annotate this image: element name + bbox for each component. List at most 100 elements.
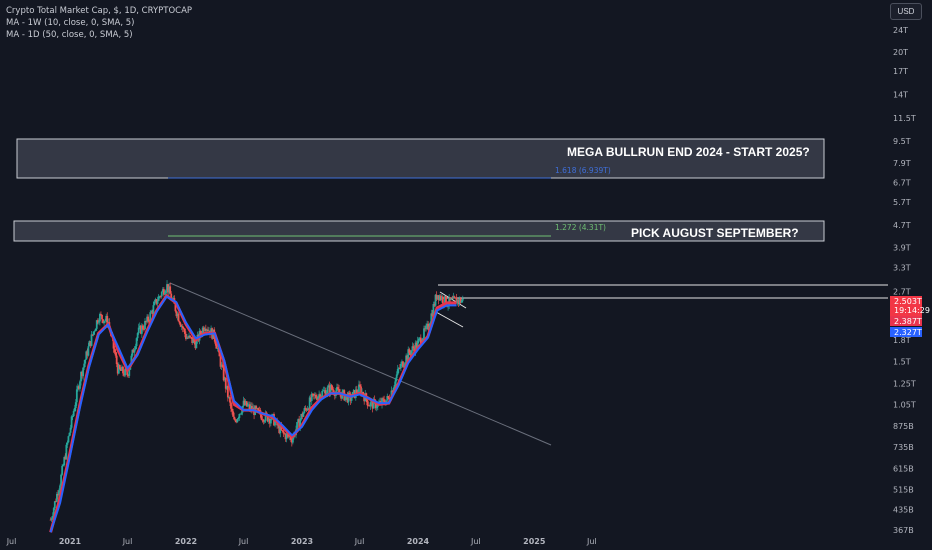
candle-body: [116, 364, 119, 374]
candle-body: [83, 363, 86, 368]
candle-body: [60, 474, 63, 486]
candle-body: [322, 390, 325, 392]
candle-body: [342, 390, 345, 392]
candle-body: [231, 408, 233, 412]
candle-body: [136, 333, 139, 339]
x-tick-label: Jul: [122, 537, 133, 546]
candle-body: [278, 424, 281, 434]
candle-body: [66, 442, 69, 445]
candle-body: [239, 413, 242, 415]
y-tick-label: 1.5T: [893, 358, 911, 367]
candle-body: [64, 457, 67, 460]
candle-body: [153, 301, 156, 306]
candle-body: [375, 406, 378, 409]
candle-body: [430, 313, 433, 323]
candle-body: [104, 320, 107, 322]
legend-title: Crypto Total Market Cap, $, 1D, CRYPTOCA…: [6, 6, 193, 16]
candle-body: [53, 501, 56, 509]
candle-body: [202, 327, 205, 331]
candle-body: [394, 378, 397, 386]
candle-body: [195, 339, 198, 349]
candle-body: [172, 298, 175, 299]
candle-body: [151, 311, 154, 315]
candle-body: [101, 314, 103, 320]
candle-body: [392, 388, 395, 393]
candle-body: [95, 320, 98, 329]
candle-body: [214, 339, 217, 344]
candle-body: [315, 394, 317, 398]
candle-body: [246, 405, 249, 407]
candle-body: [176, 313, 179, 317]
candle-body: [168, 286, 171, 293]
candle-body: [355, 389, 358, 393]
candle-body: [291, 437, 294, 443]
candle-body: [222, 367, 225, 381]
candle-body: [57, 493, 59, 496]
candle-body: [396, 368, 399, 375]
candle-body: [318, 394, 320, 397]
candle-body: [269, 419, 272, 424]
candle-body: [260, 414, 263, 420]
flag-lower-line[interactable]: [435, 311, 464, 328]
descending-trendline[interactable]: [169, 282, 552, 446]
candle-body: [152, 305, 155, 315]
x-axis[interactable]: Jul 2021 Jul 2022 Jul 2023 Jul 2024 Jul 2025 Jul: [6, 537, 597, 546]
candle-body: [121, 366, 123, 371]
candle-body: [130, 355, 133, 365]
candle-body: [181, 326, 184, 329]
candle-body: [303, 408, 306, 413]
y-axis[interactable]: 24T 20T 17T 14T 11.5T 9.5T 7.9T 6.7T 5.7T 4.7T 3.9…: [893, 26, 916, 535]
candle-body: [435, 294, 438, 300]
candle-body: [225, 385, 228, 389]
candle-body: [411, 346, 414, 351]
candle-body: [279, 425, 282, 434]
candle-body: [414, 342, 417, 353]
candle-body: [432, 304, 435, 316]
flag-upper-line[interactable]: [439, 291, 467, 309]
y-tick-label: 5.7T: [893, 198, 911, 207]
candle-body: [166, 284, 168, 291]
candle-body: [368, 405, 371, 407]
trendlines: [169, 282, 888, 446]
candle-body: [438, 295, 441, 301]
candle-body: [185, 333, 187, 339]
candle-body: [359, 384, 361, 387]
candle-body: [297, 419, 300, 423]
candle-body: [415, 342, 418, 348]
candle-body: [138, 325, 141, 328]
candle-body: [135, 338, 138, 347]
candle-body: [300, 413, 303, 420]
candle-body: [289, 436, 292, 440]
candle-body: [363, 395, 366, 402]
candle-body: [161, 289, 164, 292]
candle-body: [360, 386, 362, 395]
mega-bullrun-box[interactable]: [16, 138, 825, 179]
ma2-price-tag: [890, 327, 922, 337]
annotation-zones: 1.618 (6.939T) 1.272 (4.31T): [13, 138, 825, 242]
candle-body: [208, 330, 210, 332]
candle-body: [444, 296, 446, 305]
candle-body: [379, 400, 381, 403]
x-tick-label: Jul: [6, 537, 17, 546]
currency-selector[interactable]: USD: [890, 3, 922, 20]
candle-body: [62, 464, 65, 466]
candle-body: [147, 316, 150, 322]
candle-body: [123, 373, 125, 376]
candle-body: [69, 427, 72, 433]
candle-body: [391, 390, 394, 393]
candle-body: [261, 419, 264, 421]
candle-body: [333, 393, 336, 396]
candle-body: [56, 493, 58, 502]
candle-body: [316, 397, 318, 401]
candle-body: [73, 407, 76, 412]
y-tick-label: 435B: [893, 506, 914, 515]
candle-body: [425, 325, 427, 330]
candle-body: [459, 298, 462, 303]
candle-body: [372, 399, 375, 409]
x-tick-label: 2022: [175, 537, 197, 546]
candle-body: [199, 331, 202, 335]
candle-body: [451, 298, 454, 300]
candle-body: [311, 393, 314, 395]
